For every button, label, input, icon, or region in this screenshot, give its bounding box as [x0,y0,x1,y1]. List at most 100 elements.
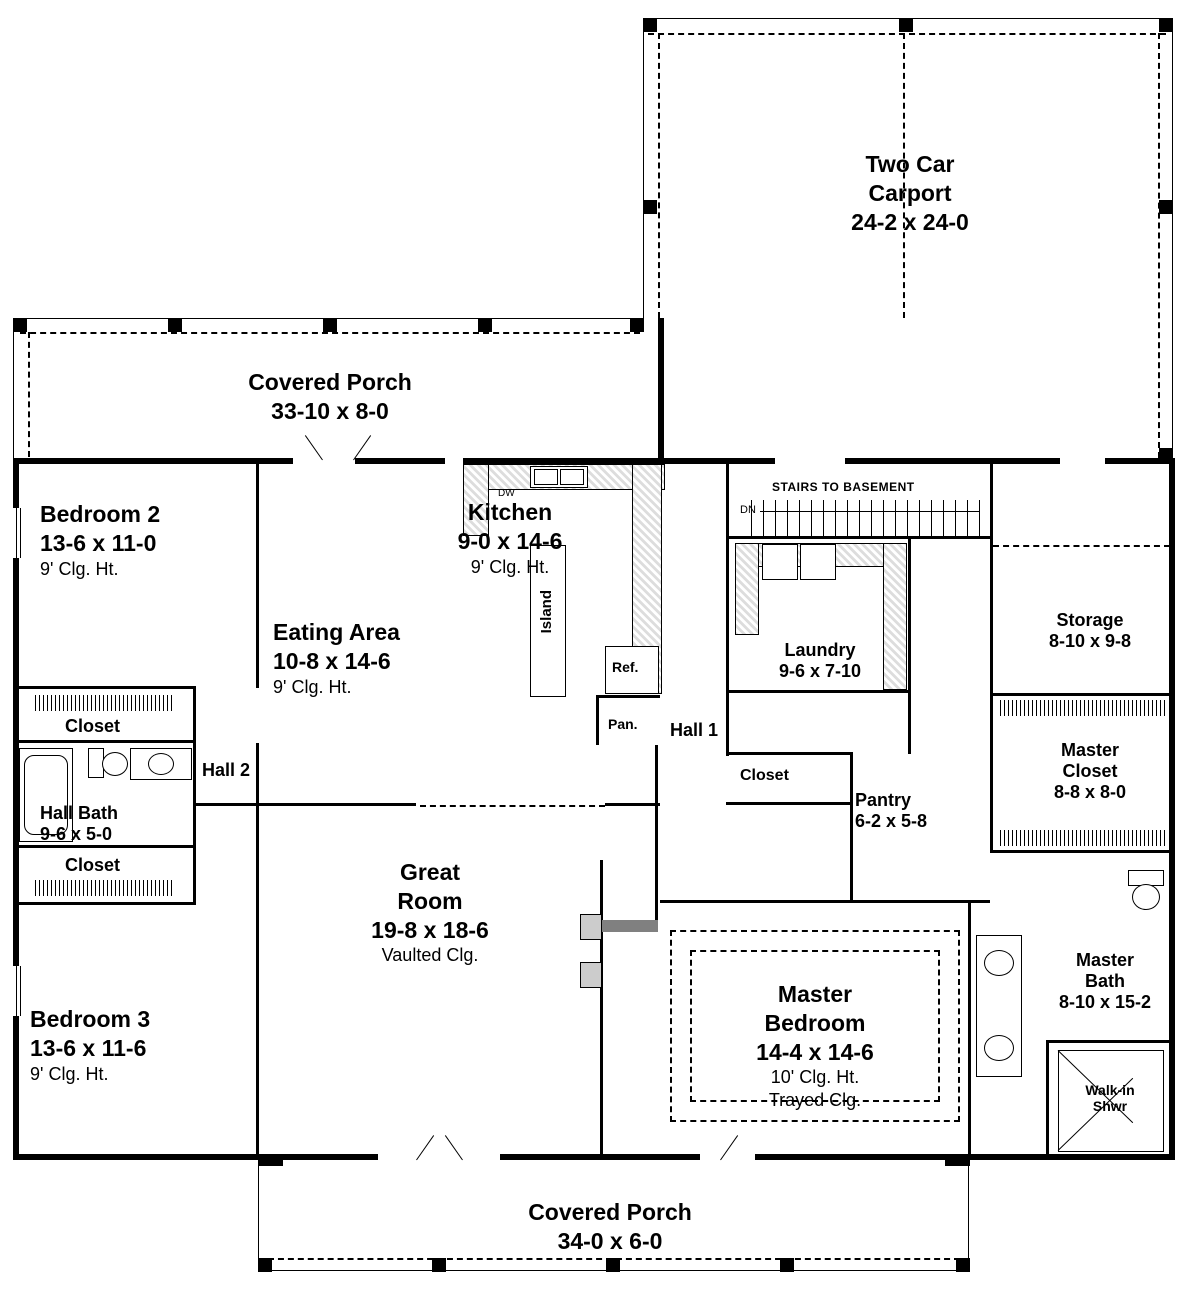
door-leaf [305,435,323,460]
closet-shelf [35,695,175,711]
post [630,318,644,332]
ext-wall [13,458,293,464]
pan-label: Pan. [608,716,638,732]
carport-dash [648,33,1166,35]
carport-dash [658,33,660,318]
int-wall [13,686,193,689]
carport-line [643,18,644,318]
door-leaf [416,1135,434,1160]
sink [148,753,174,775]
int-wall [990,536,993,696]
sink-basin [560,469,584,485]
porch-line [968,1160,969,1270]
int-wall [13,740,195,743]
ext-wall [945,1160,970,1166]
int-wall [968,900,990,903]
ext-wall [1169,458,1175,1160]
porch-dash [28,332,30,457]
post [780,1258,794,1272]
int-wall [726,536,729,756]
int-wall [990,693,1170,696]
toilet-bowl [1132,884,1160,910]
stair-arrow [760,511,980,512]
master-note: 10' Clg. Ht.Trayed Clg. [700,1066,930,1111]
int-wall [600,860,603,1160]
closet-shelf [1000,830,1165,846]
bedroom3-dims: 13-6 x 11-6 [30,1034,250,1063]
post [258,1258,272,1272]
stairs [740,500,988,536]
eating-label: Eating Area 10-8 x 14-6 9' Clg. Ht. [273,618,503,698]
closet1-label: Closet [65,716,120,737]
post [1159,18,1173,32]
laundry-counter [735,543,759,635]
great-dims: 19-8 x 18-6 [320,916,540,945]
hallbath-label: Hall Bath 9-6 x 5-0 [40,803,190,845]
int-wall [605,803,660,806]
int-wall [256,458,259,688]
island-label: Island [538,590,555,633]
masterbath-label: MasterBath 8-10 x 15-2 [1040,950,1170,1013]
int-wall [13,845,193,848]
int-wall [193,743,196,848]
carport-dash [1158,33,1160,458]
eating-name: Eating Area [273,618,503,647]
post [432,1258,446,1272]
porch-front-name: Covered Porch [440,1198,780,1227]
closet3-label: Closet [740,767,789,785]
int-wall [1046,1040,1172,1043]
storage-dash [993,545,1170,547]
porch-rear-label: Covered Porch 33-10 x 8-0 [170,368,490,426]
door-leaf [445,1135,463,1160]
post [643,18,657,32]
floor-plan: Two CarCarport 24-2 x 24-0 Covered Porch… [0,0,1200,1305]
porch-dash [20,332,640,334]
sink-basin [534,469,558,485]
ext-wall [13,558,19,686]
bedroom3-label: Bedroom 3 13-6 x 11-6 9' Clg. Ht. [30,1005,250,1085]
window [16,508,21,558]
tray-dash [690,950,692,1102]
int-wall [990,850,1170,853]
bedroom2-note: 9' Clg. Ht. [40,558,240,581]
ext-wall [258,1160,283,1166]
int-wall [655,745,658,920]
post [323,318,337,332]
int-wall [726,458,729,538]
carport-label: Two CarCarport 24-2 x 24-0 [800,150,1020,236]
great-note: Vaulted Clg. [320,944,540,967]
int-wall [908,536,911,754]
int-wall [726,752,852,755]
tray-dash [938,950,940,1102]
porch-front-dims: 34-0 x 6-0 [440,1227,780,1256]
dn-label: DN [740,504,756,516]
ext-wall [355,458,445,464]
washer [762,544,798,580]
int-wall [193,845,196,905]
kitchen-note: 9' Clg. Ht. [410,556,610,579]
kitchen-label: Kitchen 9-0 x 14-6 9' Clg. Ht. [410,498,610,578]
door-leaf [720,1135,738,1160]
kitchen-name: Kitchen [410,498,610,527]
closet-shelf [35,880,175,896]
tray-dash [670,930,960,932]
post [956,1258,970,1272]
ext-wall [660,1154,700,1160]
great-name: GreatRoom [320,858,540,916]
eating-dims: 10-8 x 14-6 [273,647,503,676]
post [1159,200,1173,214]
eating-note: 9' Clg. Ht. [273,676,503,699]
post [899,18,913,32]
fireplace [600,920,658,932]
int-wall [193,803,258,806]
master-name: MasterBedroom [700,980,930,1038]
int-wall [990,458,993,538]
hall1-label: Hall 1 [670,720,718,741]
int-wall [850,802,853,900]
ext-wall [970,1154,1175,1160]
tray-dash [670,1120,960,1122]
stairs-label: STAIRS TO BASEMENT [772,480,915,494]
porch-rear-name: Covered Porch [170,368,490,397]
carport-line [1172,18,1173,461]
post [643,200,657,214]
